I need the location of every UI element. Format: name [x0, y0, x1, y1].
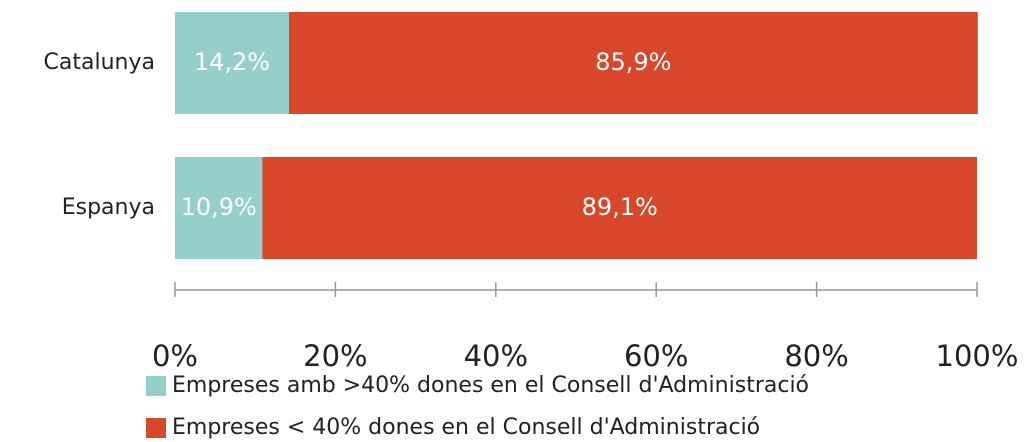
x-tick-label: 80% [784, 339, 848, 373]
value-label: 89,1% [582, 193, 658, 221]
bar-segment [175, 157, 263, 259]
legend-swatch [146, 418, 166, 438]
legend-label: Empreses < 40% dones en el Consell d'Adm… [172, 415, 760, 440]
legend-label: Empreses amb >40% dones en el Consell d'… [172, 373, 809, 398]
x-tick-label: 100% [936, 339, 1019, 373]
bar-segment [288, 12, 978, 114]
category-label: Catalunya [44, 50, 155, 75]
bar-segment [175, 12, 289, 114]
bar-segment [262, 157, 978, 259]
category-label: Espanya [62, 195, 155, 220]
x-tick-label: 60% [624, 339, 688, 373]
x-tick-label: 40% [464, 339, 528, 373]
value-label: 85,9% [595, 48, 671, 76]
x-tick-label: 0% [152, 339, 198, 373]
legend-swatch [146, 376, 166, 396]
value-label: 10,9% [181, 193, 257, 221]
value-label: 14,2% [194, 48, 270, 76]
x-tick-label: 20% [303, 339, 367, 373]
